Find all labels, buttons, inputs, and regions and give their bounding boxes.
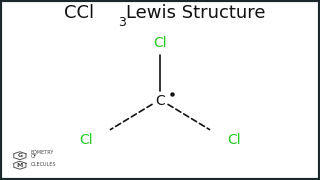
Text: CCl: CCl <box>64 4 94 22</box>
Text: Cl: Cl <box>227 133 240 147</box>
Text: Cl: Cl <box>153 36 167 50</box>
Text: OLECULES: OLECULES <box>31 162 56 167</box>
Text: OF: OF <box>31 154 37 159</box>
Text: C: C <box>155 94 165 108</box>
Text: M: M <box>17 163 23 168</box>
Text: Cl: Cl <box>80 133 93 147</box>
Text: EOMETRY: EOMETRY <box>31 150 54 155</box>
Text: 3: 3 <box>118 16 126 29</box>
Text: G: G <box>17 153 22 158</box>
Text: Lewis Structure: Lewis Structure <box>126 4 266 22</box>
